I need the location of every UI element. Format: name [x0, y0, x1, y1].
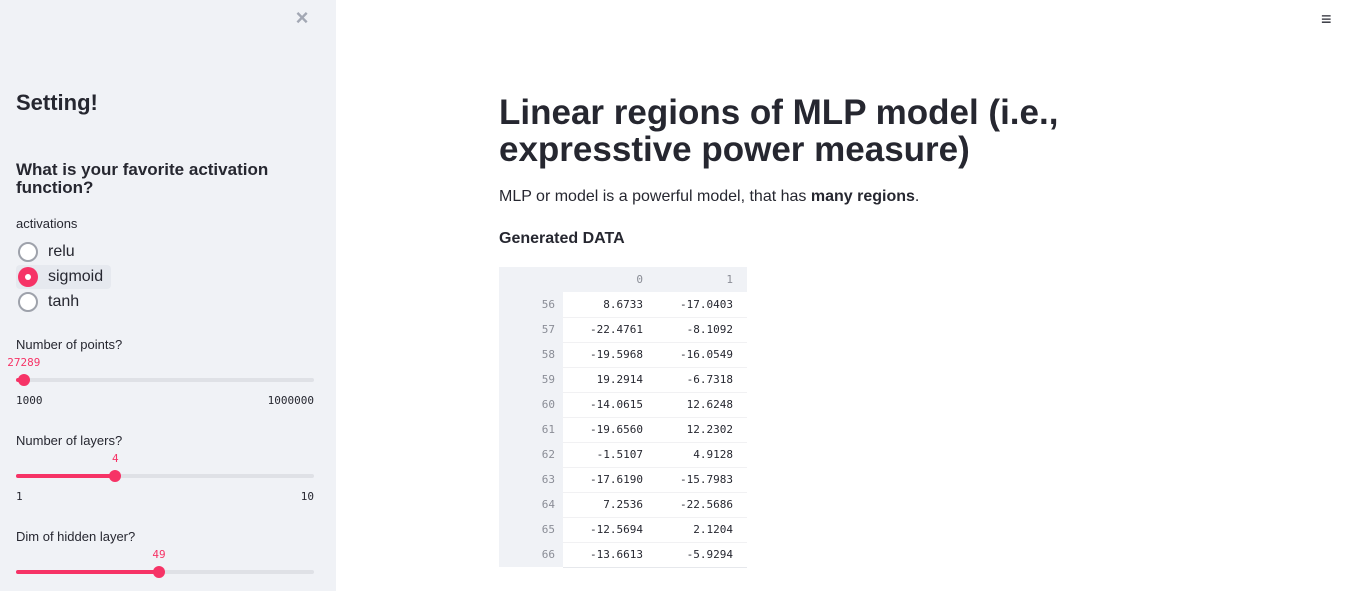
intro-bold-text: many regions: [810, 188, 915, 205]
row-index: 62: [499, 442, 563, 467]
table-cell: -14.0615: [563, 392, 657, 418]
table-cell: 2.1204: [657, 517, 747, 543]
row-index: 60: [499, 392, 563, 417]
slider-track: [16, 474, 314, 478]
table-row: 62 -1.5107 4.9128: [499, 442, 747, 468]
intro-suffix: .: [914, 188, 920, 205]
points-slider[interactable]: 27289 1000 1000000: [7, 356, 314, 407]
table-row: 66 -13.6613 -5.9294: [499, 542, 747, 568]
radio-option-tanh[interactable]: tanh: [16, 290, 87, 314]
column-header: 1: [657, 267, 747, 292]
row-index: 58: [499, 342, 563, 367]
table-cell: 19.2914: [563, 367, 657, 393]
table-cell: -12.5694: [563, 517, 657, 543]
layers-slider[interactable]: 4 1 10: [16, 452, 314, 503]
slider-fill: [16, 570, 160, 574]
table-cell: -5.9294: [657, 542, 747, 568]
table-row: 63 -17.6190 -15.7983: [499, 467, 747, 493]
intro-text: MLP or model is a powerful model, that h…: [499, 188, 811, 205]
data-table: 0 1 56 8.6733 -17.0403 57 -22.4761 -8.1092 58-…: [499, 267, 747, 568]
slider-max: 10: [300, 490, 314, 503]
radio-label: sigmoid: [48, 268, 104, 285]
close-icon[interactable]: ×: [295, 5, 309, 30]
activations-label: activations: [16, 216, 78, 231]
slider-thumb[interactable]: [17, 374, 30, 386]
table-row: 58 -19.5968 -16.0549: [499, 342, 747, 368]
row-index: 59: [499, 367, 563, 392]
table-cell: -22.4761: [563, 317, 657, 343]
table-row: 64 7.2536 -22.5686: [499, 492, 747, 518]
page-title: Linear regions of MLP model (i.e., expre…: [499, 93, 1059, 169]
activation-question: What is your favorite activation functio…: [16, 160, 269, 197]
layers-slider-label: Number of layers?: [16, 433, 123, 448]
table-cell: -19.6560: [563, 417, 657, 443]
row-index: 61: [499, 417, 563, 442]
hamburger-menu-icon[interactable]: ≡: [1321, 9, 1332, 29]
sidebar: × Setting! What is your favorite activat…: [0, 0, 336, 591]
sidebar-title: Setting!: [16, 90, 98, 115]
table-row: 60 -14.0615 12.6248: [499, 392, 747, 418]
table-cell: 12.6248: [657, 392, 747, 418]
slider-track: [16, 378, 314, 382]
index-header: [499, 267, 563, 292]
slider-value: 49: [152, 548, 166, 561]
table-cell: -17.0403: [657, 292, 747, 318]
slider-max: 1000000: [267, 394, 314, 407]
hidden-dim-slider[interactable]: 49: [16, 548, 314, 591]
table-cell: 4.9128: [657, 442, 747, 468]
points-slider-label: Number of points?: [16, 337, 123, 352]
slider-min: 1: [16, 490, 23, 503]
slider-thumb[interactable]: [153, 566, 166, 578]
table-row: 56 8.6733 -17.0403: [499, 292, 747, 318]
table-cell: -13.6613: [563, 542, 657, 568]
table-cell: 12.2302: [657, 417, 747, 443]
table-cell: -6.7318: [657, 367, 747, 393]
radio-circle-icon: [18, 292, 38, 312]
slider-value: 4: [112, 452, 119, 465]
slider-value: 27289: [7, 356, 41, 369]
slider-min: 1000: [16, 394, 43, 407]
row-index: 66: [499, 542, 563, 567]
radio-circle-icon: [18, 242, 38, 262]
intro-paragraph: MLP or model is a powerful model, that h…: [499, 188, 919, 206]
slider-fill: [16, 474, 116, 478]
table-row: 59 19.2914 -6.7318: [499, 367, 747, 393]
radio-label: tanh: [48, 293, 80, 310]
table-row: 61 -19.6560 12.2302: [499, 417, 747, 443]
table-cell: -1.5107: [563, 442, 657, 468]
row-index: 64: [499, 492, 563, 517]
radio-selected-icon: [18, 267, 38, 287]
table-header-row: 0 1: [499, 267, 747, 292]
hidden-dim-slider-label: Dim of hidden layer?: [16, 529, 136, 544]
table-cell: 7.2536: [563, 492, 657, 518]
radio-option-sigmoid[interactable]: sigmoid: [16, 265, 112, 289]
slider-thumb[interactable]: [109, 470, 122, 482]
table-cell: -19.5968: [563, 342, 657, 368]
table-cell: -16.0549: [657, 342, 747, 368]
row-index: 56: [499, 292, 563, 317]
generated-data-subheader: Generated DATA: [499, 230, 625, 247]
radio-option-relu[interactable]: relu: [16, 240, 83, 264]
table-cell: -8.1092: [657, 317, 747, 343]
row-index: 63: [499, 467, 563, 492]
table-row: 65 -12.5694 2.1204: [499, 517, 747, 543]
table-cell: 8.6733: [563, 292, 657, 318]
row-index: 57: [499, 317, 563, 342]
column-header: 0: [563, 267, 657, 292]
row-index: 65: [499, 517, 563, 542]
table-row: 57 -22.4761 -8.1092: [499, 317, 747, 343]
radio-label: relu: [48, 243, 75, 260]
table-cell: -15.7983: [657, 467, 747, 493]
table-cell: -22.5686: [657, 492, 747, 518]
table-cell: -17.6190: [563, 467, 657, 493]
